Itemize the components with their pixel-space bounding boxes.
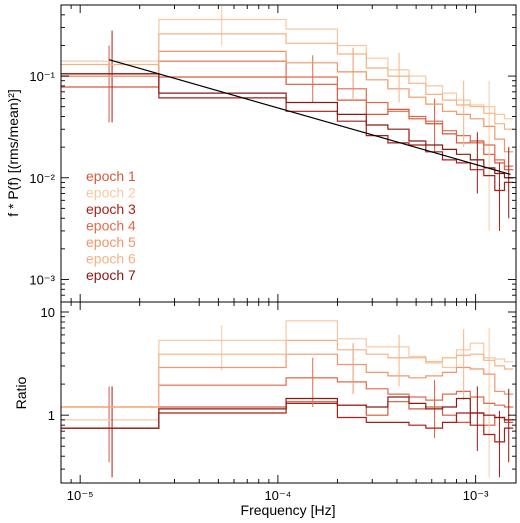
legend-entry-5: epoch 5 (86, 234, 136, 250)
power-law-model-line (108, 59, 511, 175)
x-tick-label: 10⁻³ (463, 488, 489, 503)
legend-entry-4: epoch 4 (86, 218, 136, 234)
ratio-panel: 1 10 10⁻⁵ 10⁻⁴ 10⁻³ Ratio Frequency [Hz] (13, 301, 517, 518)
power-spectrum-y-axis-label: f * P(f) [(rms/mean)²] (5, 89, 21, 217)
power-spectrum-axis-ticks: 10⁻³ 10⁻² 10⁻¹ (29, 4, 516, 303)
ratio-series-line-5 (61, 353, 514, 408)
ratio-series-line-2 (61, 320, 514, 421)
power-y-tick-label: 10⁻² (29, 171, 55, 186)
power-series-line-5 (61, 50, 514, 153)
legend-entry-6: epoch 6 (86, 251, 136, 267)
legend-entry-3: epoch 3 (86, 201, 136, 217)
ratio-axis-ticks: 1 10 10⁻⁵ 10⁻⁴ 10⁻³ (41, 302, 516, 503)
power-spectrum-series-group (61, 6, 514, 231)
power-series-line-7 (61, 73, 514, 179)
ratio-plot-frame (60, 301, 517, 484)
x-tick-label: 10⁻⁵ (67, 488, 94, 503)
ratio-y-tick-label: 10 (41, 305, 55, 320)
power-spectrum-panel: 10⁻³ 10⁻² 10⁻¹ f * P(f) [(rms/mean)²] epoc… (5, 4, 517, 303)
power-series-line-6 (61, 33, 514, 130)
ratio-y-tick-label: 1 (48, 408, 55, 423)
power-y-tick-label: 10⁻³ (29, 272, 55, 287)
power-y-tick-label: 10⁻¹ (29, 69, 55, 84)
ratio-series-line-4 (61, 377, 514, 408)
x-axis-label: Frequency [Hz] (241, 502, 336, 518)
ratio-y-axis-label: Ratio (13, 376, 29, 409)
legend-entry-2: epoch 2 (86, 185, 136, 201)
ratio-series-line-3 (61, 402, 514, 443)
legend-entry-1: epoch 1 (86, 168, 136, 184)
power-series-line-3 (61, 73, 514, 192)
ratio-series-line-6 (61, 339, 514, 408)
ratio-series-line-1 (61, 401, 514, 429)
legend-entry-7: epoch 7 (86, 267, 136, 283)
ratio-series-line-7 (61, 396, 514, 429)
ratio-series-group (61, 320, 514, 478)
x-tick-label: 10⁻⁴ (264, 488, 291, 503)
power-series-line-2 (61, 18, 514, 120)
